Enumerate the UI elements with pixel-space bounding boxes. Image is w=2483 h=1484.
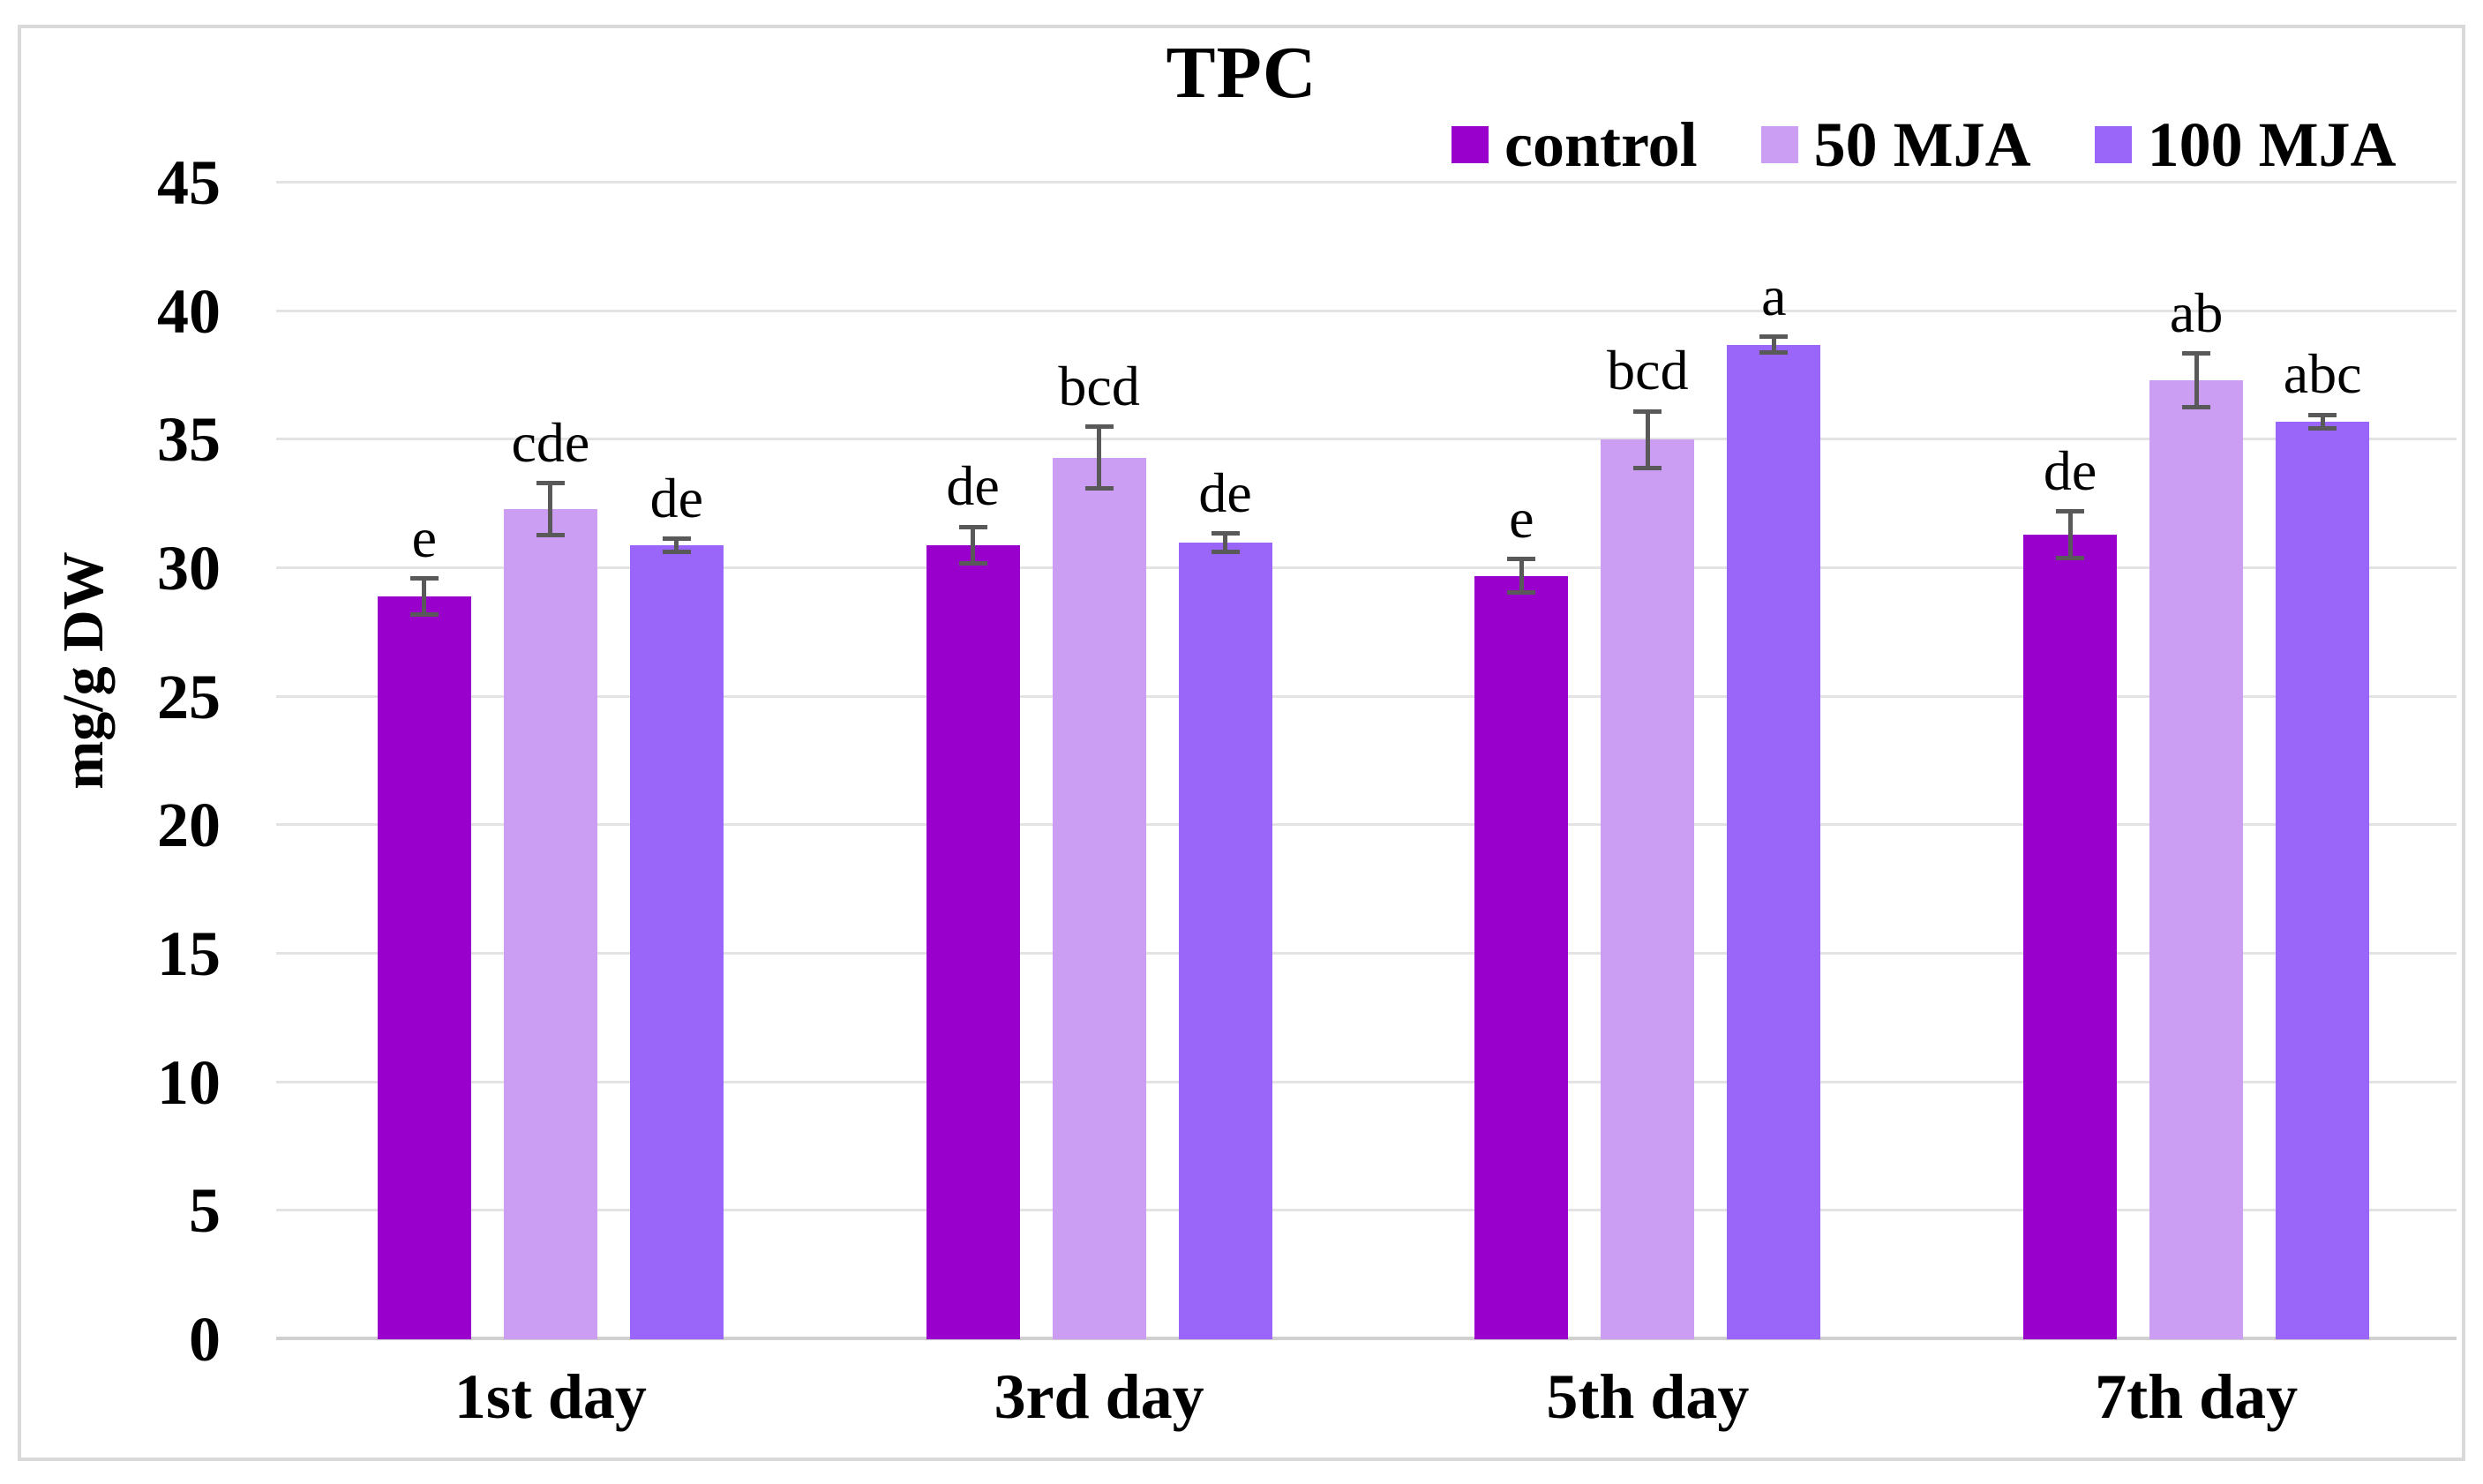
error-bar [971, 527, 976, 564]
error-bar-cap [1759, 349, 1789, 355]
legend-item-control: control [1452, 113, 1698, 176]
error-bar-cap [1211, 549, 1240, 554]
x-category-label: 7th day [2095, 1361, 2299, 1432]
significance-letter: bcd [1058, 354, 1140, 417]
bar-control [2023, 535, 2118, 1339]
significance-letter: e [1509, 486, 1534, 550]
error-bar-cap [1759, 334, 1789, 340]
bar-control [1474, 575, 1569, 1339]
error-bar-cap [1084, 424, 1114, 430]
error-bar [1519, 558, 1524, 593]
legend-label: control [1504, 109, 1698, 180]
error-bar [674, 538, 679, 552]
significance-letter: cde [511, 410, 590, 474]
gridline [276, 438, 2457, 441]
legend-label: 50 MJA [1813, 109, 2031, 180]
error-bar [548, 483, 553, 536]
gridline [276, 309, 2457, 312]
legend-item-100-mja: 100 MJA [2094, 109, 2397, 180]
legend-swatch [2094, 126, 2132, 163]
plot-area: 0 5 10 15 20 25 30 35 40 45 1st day e cde de 3rd day de… [157, 151, 2457, 1428]
bar-50-mja [1601, 439, 1695, 1339]
y-tick-label: 45 [157, 147, 221, 218]
error-bar [2067, 511, 2073, 558]
legend-label: 100 MJA [2147, 109, 2397, 180]
error-bar-cap [409, 576, 439, 581]
y-tick-label: 40 [157, 275, 221, 347]
error-bar-cap [536, 532, 565, 537]
gridline [276, 1209, 2457, 1212]
x-category-label: 1st day [454, 1361, 647, 1432]
bar-control [377, 596, 471, 1339]
chart-legend: control 50 MJA 100 MJA [1452, 113, 2397, 176]
gridline [276, 566, 2457, 569]
error-bar-cap [409, 611, 439, 617]
error-bar-cap [1633, 408, 1662, 414]
error-bar [1223, 533, 1228, 552]
chart-border [18, 25, 2465, 1461]
error-bar [1097, 426, 1102, 489]
y-tick-label: 10 [157, 1046, 221, 1118]
gridline [276, 181, 2457, 184]
gridline [276, 1080, 2457, 1083]
error-bar-cap [958, 524, 987, 529]
error-bar-cap [2308, 412, 2337, 417]
y-tick-label: 35 [157, 404, 221, 476]
x-category-label: 3rd day [994, 1361, 1204, 1432]
error-bar-cap [2308, 426, 2337, 431]
significance-letter: bcd [1607, 339, 1689, 402]
legend-swatch [1452, 126, 1489, 163]
error-bar-cap [1211, 531, 1240, 536]
error-bar-cap [1084, 486, 1114, 491]
x-axis-line [276, 1337, 2457, 1340]
error-bar [1645, 411, 1650, 468]
chart-title: TPC [1166, 32, 1317, 114]
significance-letter: de [1198, 461, 1252, 524]
gridline [276, 694, 2457, 698]
error-bar [422, 578, 427, 615]
x-category-label: 5th day [1546, 1361, 1750, 1432]
error-bar-cap [662, 549, 691, 554]
error-bar-cap [1507, 557, 1536, 562]
error-bar-cap [2182, 351, 2211, 356]
error-bar-cap [2182, 405, 2211, 410]
significance-letter: de [649, 466, 704, 529]
significance-letter: de [946, 454, 1000, 518]
y-tick-label: 25 [157, 661, 221, 732]
error-bar-cap [958, 560, 987, 566]
bar-100-mja [1178, 542, 1272, 1339]
legend-item-50-mja: 50 MJA [1760, 109, 2031, 180]
y-tick-label: 30 [157, 533, 221, 603]
error-bar-cap [662, 536, 691, 541]
significance-letter: e [411, 506, 438, 569]
gridline [276, 952, 2457, 955]
error-bar-cap [2056, 555, 2085, 560]
y-tick-label: 15 [157, 918, 221, 989]
gridline [276, 823, 2457, 827]
error-bar-cap [1507, 590, 1536, 596]
error-bar-cap [2056, 509, 2085, 514]
error-bar-cap [1633, 465, 1662, 470]
significance-letter: de [2043, 438, 2097, 502]
significance-letter: ab [2169, 281, 2224, 344]
y-tick-label: 20 [157, 790, 221, 861]
error-bar [2320, 415, 2325, 429]
bar-50-mja [2149, 380, 2244, 1339]
error-bar-cap [536, 481, 565, 486]
error-bar [2194, 353, 2199, 408]
y-tick-label: 5 [189, 1175, 221, 1247]
bar-100-mja [2276, 421, 2370, 1339]
bar-100-mja [629, 544, 724, 1339]
bar-control [926, 544, 1020, 1339]
significance-letter: abc [2283, 342, 2362, 406]
bar-50-mja [1052, 457, 1146, 1339]
bar-50-mja [503, 509, 597, 1339]
legend-swatch [1760, 126, 1798, 163]
significance-letter: a [1761, 264, 1787, 327]
bar-100-mja [1727, 344, 1821, 1339]
y-tick-label: 0 [189, 1304, 221, 1375]
error-bar [1771, 336, 1776, 353]
